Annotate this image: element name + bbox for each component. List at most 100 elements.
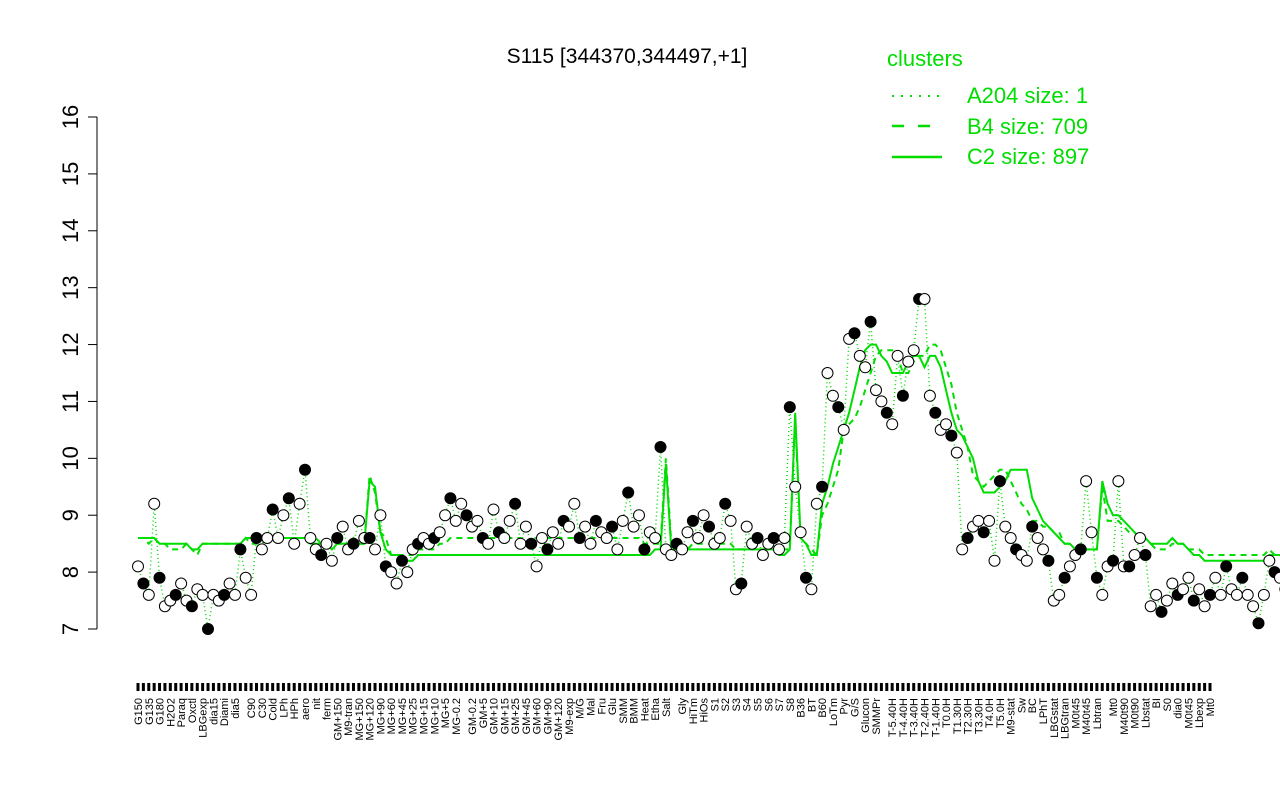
data-point: [686, 514, 699, 527]
x-tick-label: M40t45: [1081, 698, 1093, 735]
y-axis: 7 8 9 10 11 12 13 14 15 16: [58, 105, 98, 635]
data-point: [870, 384, 882, 397]
data-point: [1063, 560, 1076, 573]
data-point: [331, 532, 344, 544]
data-point: [1090, 571, 1103, 584]
x-tick-label: BC: [1027, 698, 1039, 713]
data-point: [503, 514, 516, 527]
x-tick-label: T1.30H: [952, 698, 964, 734]
data-point: [374, 509, 387, 522]
data-point: [1020, 554, 1033, 567]
data-point: [525, 537, 538, 550]
x-tick-label: B60: [817, 698, 829, 718]
data-point: [530, 560, 543, 573]
data-point: [1241, 588, 1254, 601]
data-point: [433, 526, 446, 539]
data-point: [293, 497, 306, 510]
data-point: [1263, 554, 1276, 567]
x-tick-label: S4: [742, 698, 754, 711]
x-tick-label: Lbtran: [1092, 698, 1104, 729]
data-point: [509, 497, 522, 510]
data-point: [1166, 577, 1179, 590]
data-point: [816, 480, 829, 493]
x-tick-label: GM+45: [521, 698, 533, 734]
data-point: [1107, 554, 1119, 567]
x-tick-label: C30: [257, 698, 269, 718]
data-point: [471, 514, 484, 527]
data-point: [584, 537, 597, 550]
x-tick-label: T0.0H: [941, 698, 953, 728]
data-point: [1155, 605, 1168, 618]
x-tick-label: MG+90: [375, 698, 387, 734]
data-point: [1209, 571, 1222, 584]
data-point: [832, 401, 845, 414]
data-point: [1144, 600, 1157, 613]
data-point: [439, 509, 452, 522]
data-point: [218, 588, 231, 601]
data-point: [875, 395, 888, 408]
x-tick-label: LPhT: [1038, 698, 1050, 725]
data-point: [169, 588, 182, 601]
x-tick-label: BI: [1151, 698, 1163, 708]
x-tick-label: G150: [133, 698, 145, 725]
x-tick-label: aero: [300, 698, 312, 720]
x-tick-label: MG+10: [429, 698, 441, 734]
data-point: [1096, 588, 1109, 601]
series-line-a204: [137, 298, 1280, 630]
data-point: [234, 543, 247, 556]
data-point: [239, 571, 252, 584]
data-point: [1236, 571, 1249, 584]
x-tick-label: dia15: [208, 698, 220, 725]
data-point: [735, 577, 748, 590]
data-point: [950, 446, 963, 459]
x-tick-label: GM+150: [332, 698, 344, 741]
data-point: [175, 577, 188, 590]
data-point: [589, 514, 602, 527]
data-points: [132, 293, 1280, 635]
data-point: [697, 509, 710, 522]
x-tick-label: ferm: [322, 698, 334, 720]
x-tick-label: S6: [763, 698, 775, 711]
x-tick-label: Mal: [586, 698, 598, 716]
data-point: [837, 423, 850, 436]
data-point: [304, 532, 317, 544]
data-point: [945, 429, 958, 442]
data-point: [999, 520, 1012, 533]
data-point: [336, 520, 349, 533]
data-point: [385, 566, 398, 579]
x-tick-label: S5: [752, 698, 764, 711]
data-point: [703, 520, 715, 533]
data-point: [552, 537, 565, 550]
x-tick-label: MG+45: [397, 698, 409, 734]
data-point: [347, 537, 360, 550]
x-tick-label: Salt: [661, 698, 673, 717]
y-tick-label: 11: [58, 390, 83, 413]
data-point: [266, 503, 279, 516]
data-point: [1139, 549, 1152, 561]
data-point: [1080, 475, 1093, 488]
x-tick-label: T5.0H: [995, 698, 1007, 728]
legend-label-b4: B4 size: 709: [967, 114, 1088, 139]
data-point: [573, 532, 586, 544]
data-point: [401, 566, 414, 579]
data-point: [1220, 560, 1233, 573]
x-tick-label: dia5: [230, 698, 242, 719]
x-tick-label: MG+150: [354, 698, 366, 741]
data-point: [487, 503, 500, 516]
data-point: [848, 327, 861, 340]
x-tick-label: BMM: [629, 698, 641, 724]
data-point: [196, 588, 209, 601]
data-point: [1187, 594, 1200, 607]
data-point: [1128, 549, 1141, 561]
data-point: [396, 554, 408, 567]
x-tick-label: BT: [806, 698, 818, 712]
x-tick-label: Glu: [607, 698, 619, 715]
y-tick-label: 12: [58, 332, 83, 356]
x-tick-label: MG+5: [440, 698, 452, 728]
x-tick-label: Lbstat: [1140, 698, 1152, 728]
data-point: [369, 543, 381, 556]
x-tick-label: GM+15: [499, 698, 511, 734]
data-point: [223, 577, 236, 590]
data-point: [541, 543, 554, 556]
data-point: [940, 418, 952, 431]
